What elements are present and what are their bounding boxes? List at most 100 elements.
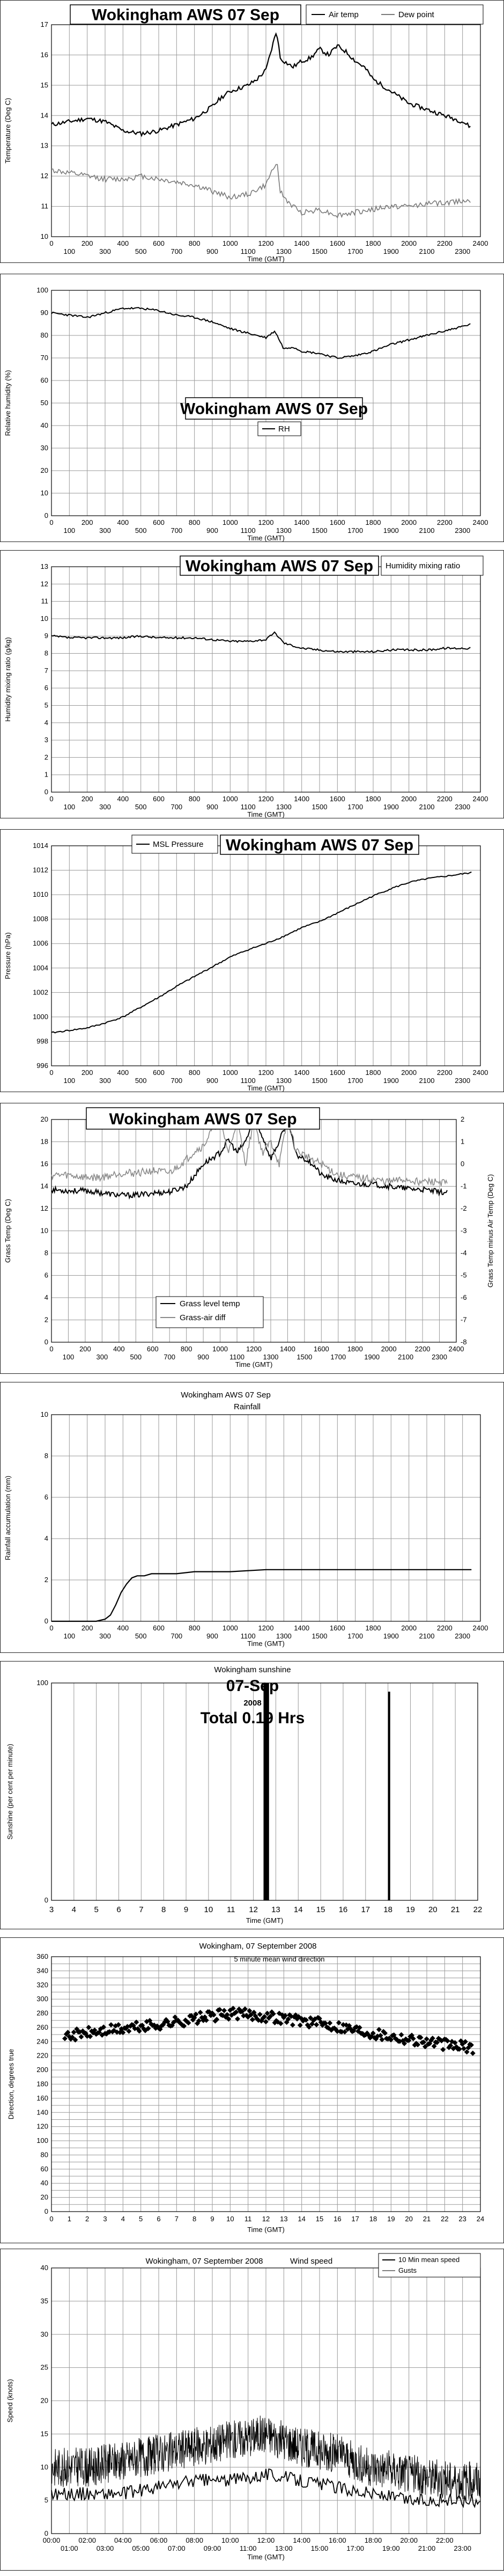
x-tick-label: 1900: [364, 1353, 380, 1361]
x-tick-label: 23: [458, 2215, 466, 2223]
wind-direction-point: [221, 2008, 227, 2014]
wind-direction-chart: 0 20 40 60 80 100 120 140 160 180 200 220 240 260 280 3…: [0, 1937, 504, 2243]
x-tick-label: 1200: [246, 1345, 262, 1353]
y-tick-label: 300: [36, 1995, 48, 2003]
y-tick-label: 13: [41, 562, 48, 570]
x-tick-label: 500: [135, 247, 147, 255]
y-tick-label: 7: [45, 667, 48, 675]
wind-direction-point: [327, 2020, 333, 2026]
y-tick-label: 280: [36, 2009, 48, 2017]
chart-title: Wokingham sunshine: [214, 1665, 291, 1674]
y-axis-label: Direction, degrees true: [7, 2049, 15, 2120]
y-tick-label: 10: [41, 2463, 48, 2471]
x-tick-label: 13: [271, 1905, 280, 1914]
x-tick-label: 1200: [258, 1624, 274, 1632]
x-tick-label: 12: [249, 1905, 258, 1914]
y-tick-label: 340: [36, 1966, 48, 1974]
y2-tick-label: 2: [461, 1115, 464, 1123]
y-tick-label: 30: [41, 2330, 48, 2338]
x-tick-label: 1900: [383, 1077, 399, 1085]
x-tick-label: 200: [81, 518, 93, 526]
x-tick-label: 5: [94, 1905, 99, 1914]
y-tick-label: 1004: [33, 964, 48, 972]
x-tick-label: 7: [175, 2215, 179, 2223]
x-tick-label: 2400: [473, 1069, 488, 1077]
x-tick-label: 100: [63, 803, 75, 811]
x-tick-label: 1100: [241, 803, 256, 811]
x-tick-label: 500: [135, 803, 147, 811]
gridlines: [51, 1414, 481, 1622]
x-tick-label: 500: [135, 526, 147, 535]
x-tick-label: 13:00: [275, 2544, 293, 2552]
x-tick-label: 1200: [258, 1069, 274, 1077]
y-tick-label: 1006: [33, 939, 48, 947]
x-tick-label: 17:00: [346, 2544, 364, 2552]
x-tick-label: 1300: [276, 803, 292, 811]
plot-frame: [51, 290, 481, 516]
y-tick-label: 15: [41, 2429, 48, 2438]
wind-direction-point: [62, 2036, 68, 2041]
x-tick-label: 8: [161, 1905, 166, 1914]
y-tick-label: 20: [41, 2397, 48, 2405]
x-tick-label: 2300: [432, 1353, 447, 1361]
x-tick-label: 800: [181, 1345, 192, 1353]
x-tick-label: 19: [387, 2215, 395, 2223]
y-tick-label: 2: [45, 1316, 48, 1324]
x-tick-label: 1500: [312, 526, 328, 535]
wind-direction-point: [423, 2044, 428, 2050]
wind-direction-point: [233, 2009, 239, 2015]
y-axis-label: Rainfall accumulation (mm): [4, 1476, 12, 1561]
wind-direction-point: [306, 2024, 312, 2030]
x-tick-label: 1000: [212, 1345, 228, 1353]
x-tick-label: 11: [227, 1905, 235, 1914]
x-tick-label: 1100: [241, 1077, 256, 1085]
x-tick-label: 2300: [455, 1632, 470, 1640]
y-axis-label: Sunshine (per cent per minute): [6, 1744, 14, 1839]
x-tick-label: 17: [361, 1905, 370, 1914]
chart-title-box: [70, 4, 301, 25]
x-tick-label: 10: [226, 2215, 234, 2223]
x-tick-label: 14: [294, 1905, 303, 1914]
y-tick-label: 40: [41, 2179, 48, 2187]
legend-label: 10 Min mean speed: [398, 2256, 459, 2264]
x-tick-label: 1900: [383, 1632, 399, 1640]
wind-direction-point: [101, 2024, 107, 2030]
chart-title-box: [86, 1107, 320, 1130]
x-tick-label: 1000: [223, 518, 238, 526]
sunshine-chart-svg: 3 4 5 6 7 8 9 10 11 12 13 14 15 16 17 18 19 20 21 22 0 100 Tim…: [6, 1665, 482, 1924]
grass-temp-line: [51, 1117, 448, 1200]
x-axis-label: Time (GMT): [247, 2226, 285, 2234]
y-tick-label: 10: [41, 1227, 48, 1235]
x-tick-label: 1400: [294, 1069, 309, 1077]
x-tick-label: 1300: [276, 1077, 292, 1085]
wind-direction-point: [249, 2017, 255, 2023]
y2-tick-label: -1: [461, 1182, 467, 1190]
x-tick-label: 0: [49, 795, 53, 803]
y-tick-label: 3: [45, 736, 48, 744]
x-axis-label: Time (GMT): [247, 810, 285, 818]
plot-frame: [51, 1956, 481, 2212]
x-tick-label: 1800: [366, 795, 381, 803]
y-axis-label: Speed (knots): [6, 2379, 14, 2423]
x-tick-label: 1400: [294, 1624, 309, 1632]
y-tick-label: 40: [41, 2264, 48, 2272]
x-tick-label: 1700: [330, 1353, 346, 1361]
x-tick-label: 1600: [330, 1624, 345, 1632]
chart-title-box: [180, 555, 379, 576]
x-tick-label: 800: [189, 518, 201, 526]
x-tick-label: 600: [147, 1345, 159, 1353]
x-tick-label: 1300: [276, 526, 292, 535]
x-tick-label: 12:00: [257, 2536, 275, 2544]
y-tick-label: 0: [45, 2529, 48, 2537]
x-tick-label: 1800: [347, 1345, 363, 1353]
x-tick-label: 600: [153, 795, 165, 803]
x-tick-label: 13: [280, 2215, 287, 2223]
x-tick-label: 17: [351, 2215, 359, 2223]
x-tick-label: 1400: [294, 239, 309, 247]
pressure-chart-svg: 996 998 1000 1002 1004 1006 1008 1010 1012 1014 0 2…: [4, 835, 488, 1092]
gusts-line: [51, 2416, 481, 2500]
y-tick-label: 1000: [33, 1013, 48, 1021]
y-tick-label: 14: [41, 111, 48, 119]
legend-box: [155, 1296, 264, 1328]
